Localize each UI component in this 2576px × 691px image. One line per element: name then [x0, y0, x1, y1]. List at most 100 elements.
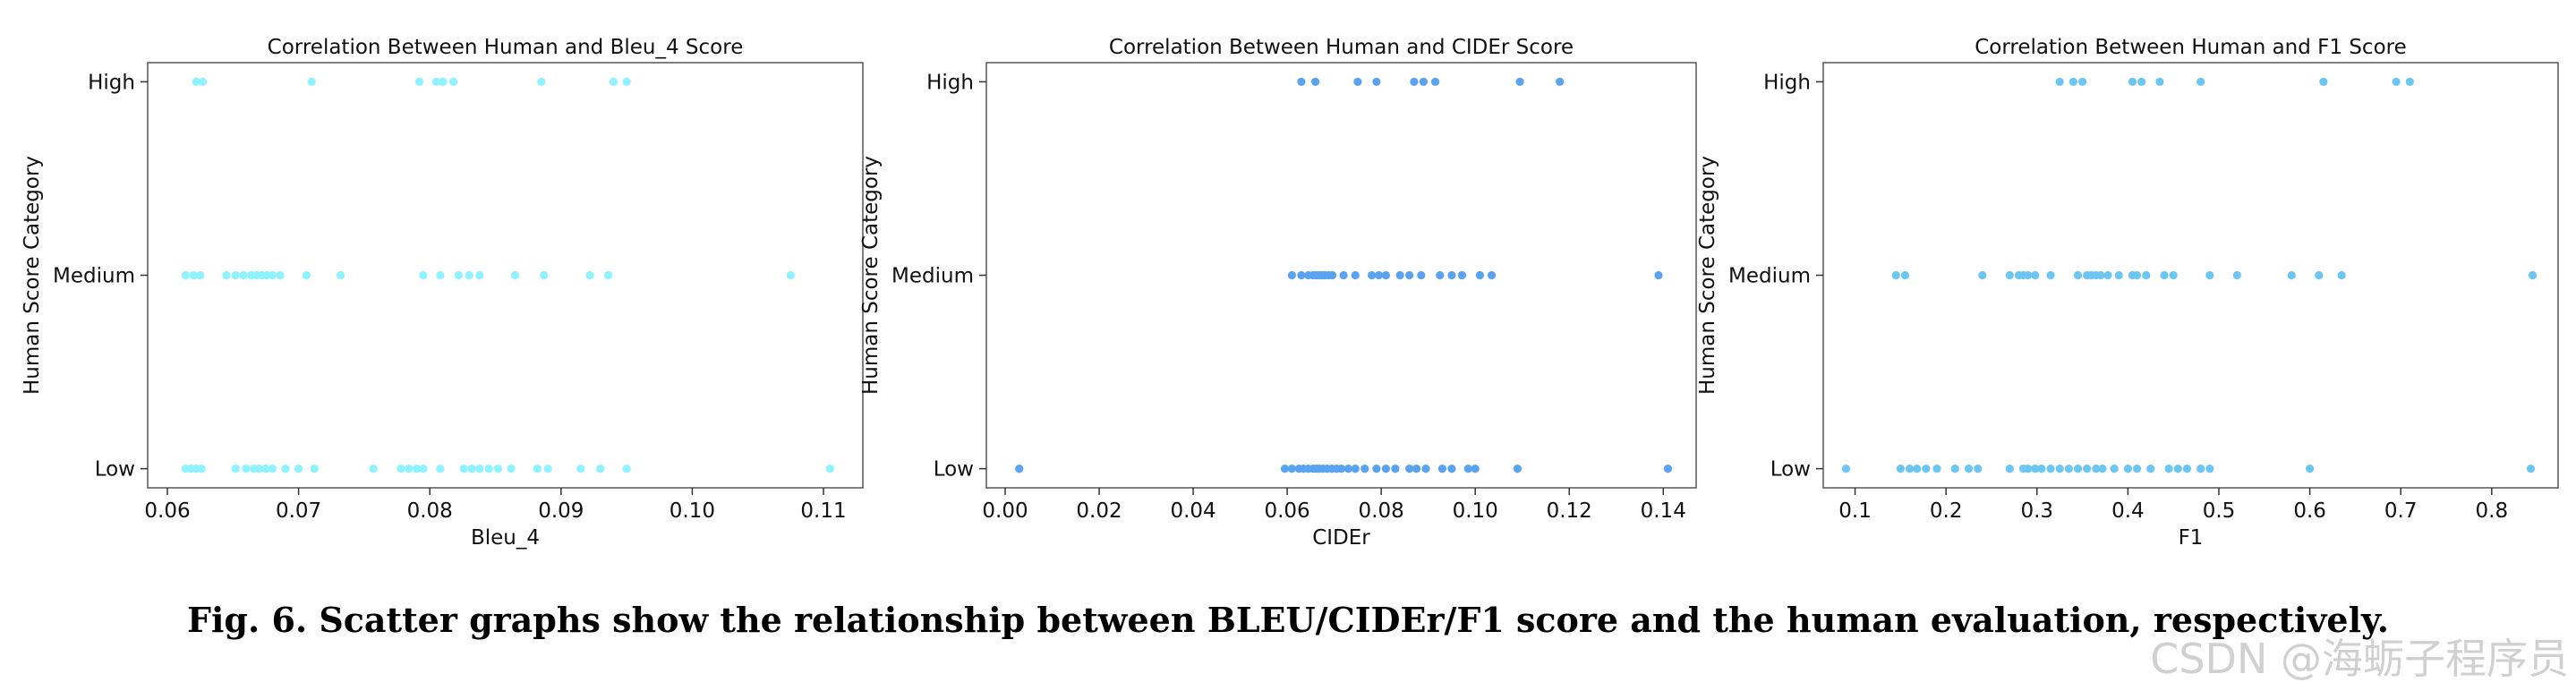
data-point-low: [1372, 465, 1381, 473]
data-point-high: [2319, 77, 2328, 86]
data-point-high: [537, 77, 546, 86]
data-point-low: [459, 465, 468, 473]
data-point-medium: [510, 270, 520, 280]
data-point-low: [2024, 465, 2033, 473]
data-point-low: [2046, 465, 2055, 473]
data-point-medium: [1297, 270, 1306, 280]
watermark: CSDN @海蛎子程序员: [2150, 635, 2569, 683]
data-point-low: [2306, 465, 2315, 473]
x-tick-label: 0.04: [1170, 499, 1215, 523]
x-tick-label: 0.09: [538, 499, 584, 523]
data-point-medium: [1381, 270, 1390, 280]
data-point-low: [2055, 465, 2064, 473]
data-point-medium: [2528, 270, 2538, 280]
data-point-low: [1287, 465, 1296, 473]
data-point-high: [431, 77, 441, 86]
data-point-high: [2392, 77, 2401, 86]
data-point-medium: [268, 270, 277, 280]
x-axis-label: Bleu_4: [471, 526, 540, 550]
data-point-low: [1922, 465, 1931, 473]
x-tick-label: 0.3: [2020, 499, 2053, 523]
data-point-low: [1412, 465, 1421, 473]
data-point-medium: [1891, 270, 1900, 280]
data-point-medium: [475, 270, 484, 280]
data-point-low: [2164, 465, 2173, 473]
data-point-low: [2031, 465, 2040, 473]
data-point-low: [2083, 465, 2092, 473]
data-point-medium: [239, 270, 248, 280]
data-point-low: [596, 465, 605, 473]
data-point-low: [1280, 465, 1290, 473]
data-point-low: [1343, 465, 1352, 473]
data-point-medium: [1417, 270, 1426, 280]
data-point-low: [2182, 465, 2192, 473]
data-point-low: [1663, 465, 1673, 473]
data-point-high: [1353, 77, 1362, 86]
data-point-medium: [231, 270, 240, 280]
x-tick-label: 0.12: [1547, 499, 1592, 523]
y-tick-label: Low: [95, 458, 135, 482]
data-point-high: [1410, 77, 1419, 86]
data-point-medium: [2031, 270, 2040, 280]
data-point-low: [1391, 465, 1400, 473]
data-point-medium: [222, 270, 231, 280]
data-point-medium: [1339, 270, 1348, 280]
data-point-high: [1515, 77, 1524, 86]
data-point-medium: [1900, 270, 1910, 280]
data-point-medium: [2103, 270, 2112, 280]
data-point-low: [576, 465, 585, 473]
data-point-low: [2123, 465, 2132, 473]
data-point-low: [507, 465, 516, 473]
data-point-low: [533, 465, 542, 473]
data-point-high: [2077, 77, 2087, 86]
x-tick-label: 0.1: [1838, 499, 1872, 523]
data-point-low: [1896, 465, 1905, 473]
data-point-medium: [1978, 270, 1987, 280]
data-point-low: [1381, 465, 1390, 473]
data-point-low: [1421, 465, 1430, 473]
data-point-high: [2155, 77, 2164, 86]
y-tick-label: High: [926, 71, 974, 94]
data-point-medium: [465, 270, 473, 280]
data-point-medium: [1436, 270, 1445, 280]
data-point-medium: [1351, 270, 1360, 280]
x-tick-label: 0.08: [407, 499, 453, 523]
data-point-low: [2146, 465, 2155, 473]
x-tick-label: 0.02: [1076, 499, 1122, 523]
data-point-low: [281, 465, 290, 473]
y-tick-label: High: [88, 71, 135, 94]
x-tick-label: 0.5: [2203, 499, 2236, 523]
x-tick-label: 0.6: [2293, 499, 2326, 523]
data-point-low: [493, 465, 503, 473]
x-tick-label: 0.11: [800, 499, 846, 523]
x-tick-label: 0.06: [144, 499, 190, 523]
data-point-high: [439, 77, 448, 86]
data-point-medium: [189, 270, 198, 280]
x-tick-label: 0.07: [276, 499, 321, 523]
y-tick-label: High: [1763, 71, 1811, 94]
data-point-low: [436, 465, 445, 473]
data-point-medium: [2205, 270, 2214, 280]
data-point-medium: [2024, 270, 2033, 280]
data-point-high: [2196, 77, 2205, 86]
data-point-medium: [1395, 270, 1404, 280]
data-point-low: [268, 465, 277, 473]
data-point-low: [412, 465, 422, 473]
figure-caption: Fig. 6. Scatter graphs show the relation…: [187, 600, 2389, 640]
data-point-high: [1419, 77, 1429, 86]
x-tick-label: 0.7: [2384, 499, 2418, 523]
x-tick-label: 0.00: [982, 499, 1028, 523]
data-point-medium: [585, 270, 594, 280]
data-point-medium: [1405, 270, 1414, 280]
data-point-low: [1361, 465, 1369, 473]
data-point-high: [2405, 77, 2414, 86]
data-point-high: [622, 77, 631, 86]
data-point-medium: [419, 270, 428, 280]
data-point-low: [255, 465, 264, 473]
data-point-low: [543, 465, 552, 473]
data-point-medium: [276, 270, 285, 280]
data-point-medium: [2287, 270, 2296, 280]
y-tick-label: Low: [1770, 458, 1811, 482]
data-point-medium: [336, 270, 345, 280]
